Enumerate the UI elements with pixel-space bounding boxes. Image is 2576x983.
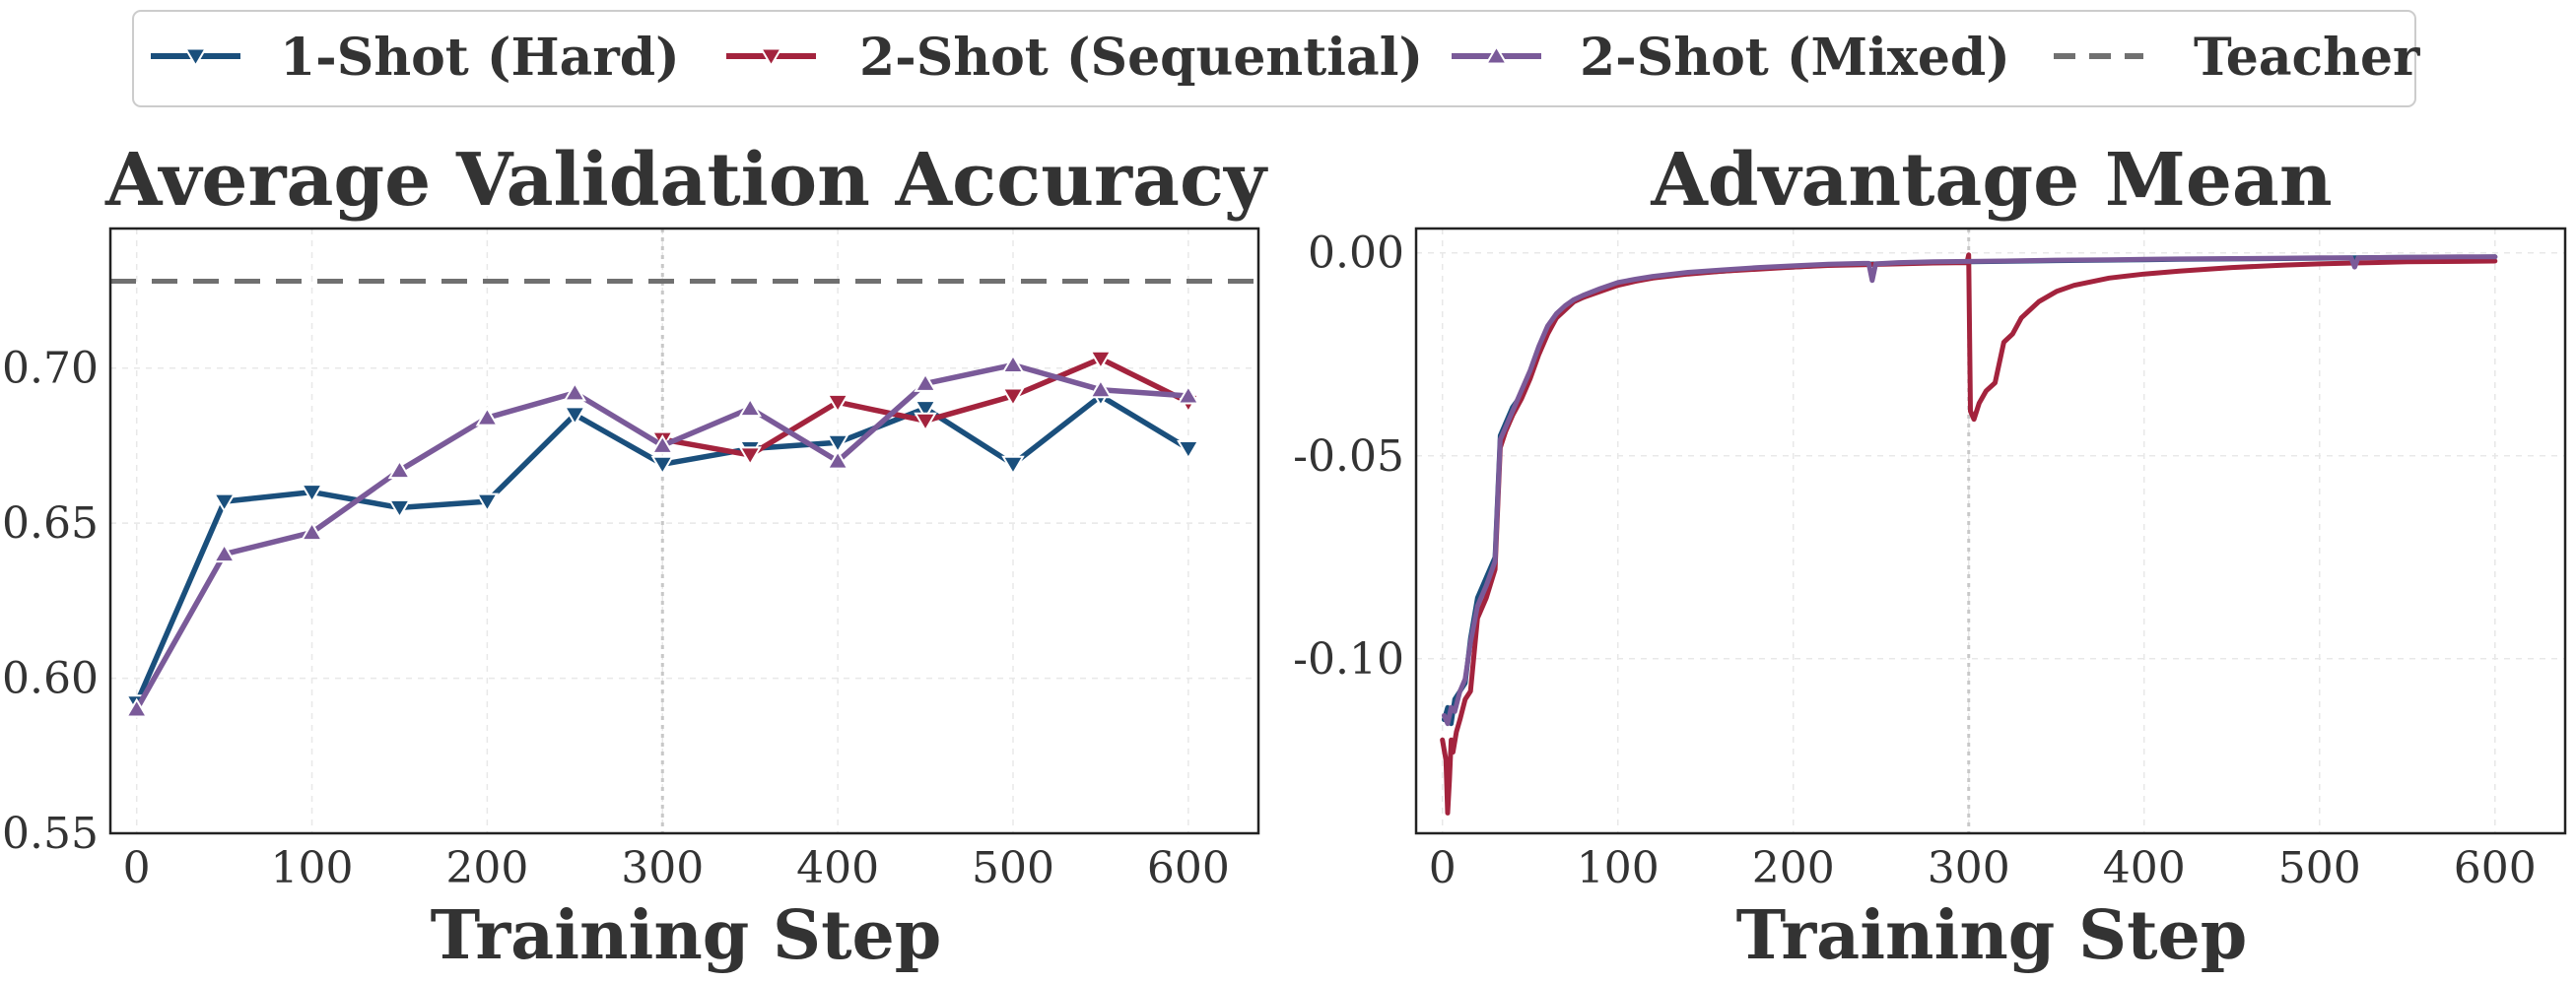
chart-title-validation-accuracy: Average Validation Accuracy <box>104 138 1268 223</box>
legend-marker-2shot-sequential <box>759 47 783 68</box>
data-point-2-shot-mixed <box>650 433 675 454</box>
x-tick-label: 300 <box>1928 843 2010 893</box>
data-point-2-shot-sequential <box>1089 350 1113 370</box>
y-tick-label: 0.00 <box>1308 229 1404 279</box>
x-tick-label: 500 <box>2278 843 2361 893</box>
tick-labels-adv: 0 100 200 300 400 500 600 0.00 -0.05 -0.10 <box>1293 229 2537 893</box>
y-tick-label: -0.10 <box>1293 634 1404 685</box>
plot-area-advantage-mean: 0 100 200 300 400 500 600 0.00 -0.05 -0.10 <box>1293 227 2567 893</box>
y-tick-label: 0.60 <box>2 654 99 704</box>
series-line-2-shot-mixed <box>1442 254 2498 727</box>
data-point-2-shot-mixed <box>300 521 324 542</box>
data-point-1-shot-hard <box>300 484 324 504</box>
data-point-1-shot-hard <box>650 455 675 476</box>
data-point-1-shot-hard <box>1177 440 1200 461</box>
data-point-1-shot-hard <box>563 406 587 426</box>
data-point-1-shot-hard <box>826 433 849 454</box>
x-tick-label: 200 <box>445 843 528 893</box>
data-point-2-shot-mixed <box>826 449 849 470</box>
data-point-1-shot-hard <box>387 498 412 519</box>
x-tick-label: 400 <box>796 843 879 893</box>
series-2-shot-mixed <box>124 354 1200 718</box>
data-point-2-shot-mixed <box>212 543 237 563</box>
axes-frame-adv <box>1414 227 2567 835</box>
legend-marker-1shot-hard <box>183 47 208 68</box>
legend-item-teacher: Teacher <box>2054 28 2420 88</box>
legend-label-teacher: Teacher <box>2194 28 2420 88</box>
legend-label-2shot-sequential: 2-Shot (Sequential) <box>859 28 1423 88</box>
x-axis-label-validation-accuracy: Training Step <box>431 896 942 975</box>
x-tick-label: 100 <box>1577 843 1660 893</box>
x-tick-label: 300 <box>621 843 704 893</box>
legend-label-2shot-mixed: 2-Shot (Mixed) <box>1580 28 2010 88</box>
plot-background-acc <box>110 229 1258 833</box>
series-2-shot-mixed <box>1442 254 2498 727</box>
y-tick-label: 0.65 <box>2 498 99 549</box>
data-point-2-shot-mixed <box>563 381 587 402</box>
x-tick-label: 200 <box>1752 843 1835 893</box>
x-tick-label: 0 <box>1429 843 1457 893</box>
plot-background-adv <box>1416 229 2565 833</box>
legend-frame <box>132 10 2416 107</box>
data-point-2-shot-mixed <box>387 459 412 480</box>
chart-validation-accuracy: Average Validation Accuracy 0 100 200 300 40… <box>2 138 1268 975</box>
data-point-1-shot-hard <box>1001 455 1025 476</box>
data-point-2-shot-mixed <box>124 697 149 718</box>
data-point-2-shot-mixed <box>914 371 937 392</box>
x-tick-label: 500 <box>972 843 1054 893</box>
data-point-2-shot-sequential <box>914 412 937 432</box>
x-tick-label: 600 <box>2454 843 2537 893</box>
x-axis-label-advantage-mean: Training Step <box>1736 896 2248 975</box>
data-point-2-shot-mixed <box>475 406 500 426</box>
legend-item-2shot-mixed: 2-Shot (Mixed) <box>1452 28 2010 88</box>
x-tick-label: 400 <box>2103 843 2186 893</box>
data-point-2-shot-sequential <box>1001 387 1025 408</box>
y-tick-label: 0.55 <box>2 809 99 859</box>
tick-labels-acc: 0 100 200 300 400 500 600 0.55 0.60 0.65 0.70 <box>2 344 1230 893</box>
data-point-2-shot-mixed <box>1177 384 1200 405</box>
chart-title-advantage-mean: Advantage Mean <box>1650 138 2332 223</box>
plot-area-validation-accuracy: 0 100 200 300 400 500 600 0.55 0.60 0.65 0.70 <box>2 227 1260 893</box>
legend-label-1shot-hard: 1-Shot (Hard) <box>280 28 680 88</box>
legend-marker-2shot-mixed <box>1484 44 1509 65</box>
y-tick-label: -0.05 <box>1293 431 1404 482</box>
x-tick-label: 600 <box>1147 843 1230 893</box>
data-point-2-shot-sequential <box>738 446 762 467</box>
y-tick-label: 0.70 <box>2 344 99 394</box>
legend-item-2shot-sequential: 2-Shot (Sequential) <box>726 28 1423 88</box>
data-point-2-shot-mixed <box>1089 378 1113 399</box>
data-point-1-shot-hard <box>914 400 937 421</box>
chart-advantage-mean: Advantage Mean 0 100 200 300 400 500 600 0.00 -0… <box>1293 138 2567 975</box>
data-point-2-shot-mixed <box>1001 354 1025 374</box>
data-point-1-shot-hard <box>212 492 237 513</box>
legend-item-1shot-hard: 1-Shot (Hard) <box>151 28 680 88</box>
x-tick-label: 100 <box>271 843 354 893</box>
data-point-2-shot-sequential <box>826 393 849 414</box>
legend: 1-Shot (Hard) 2-Shot (Sequential) 2-Shot… <box>132 10 2420 107</box>
x-tick-label: 0 <box>123 843 151 893</box>
data-point-2-shot-mixed <box>738 397 762 418</box>
gridlines-adv <box>1416 229 2565 833</box>
axes-frame-acc <box>108 227 1260 835</box>
data-point-1-shot-hard <box>475 492 500 513</box>
